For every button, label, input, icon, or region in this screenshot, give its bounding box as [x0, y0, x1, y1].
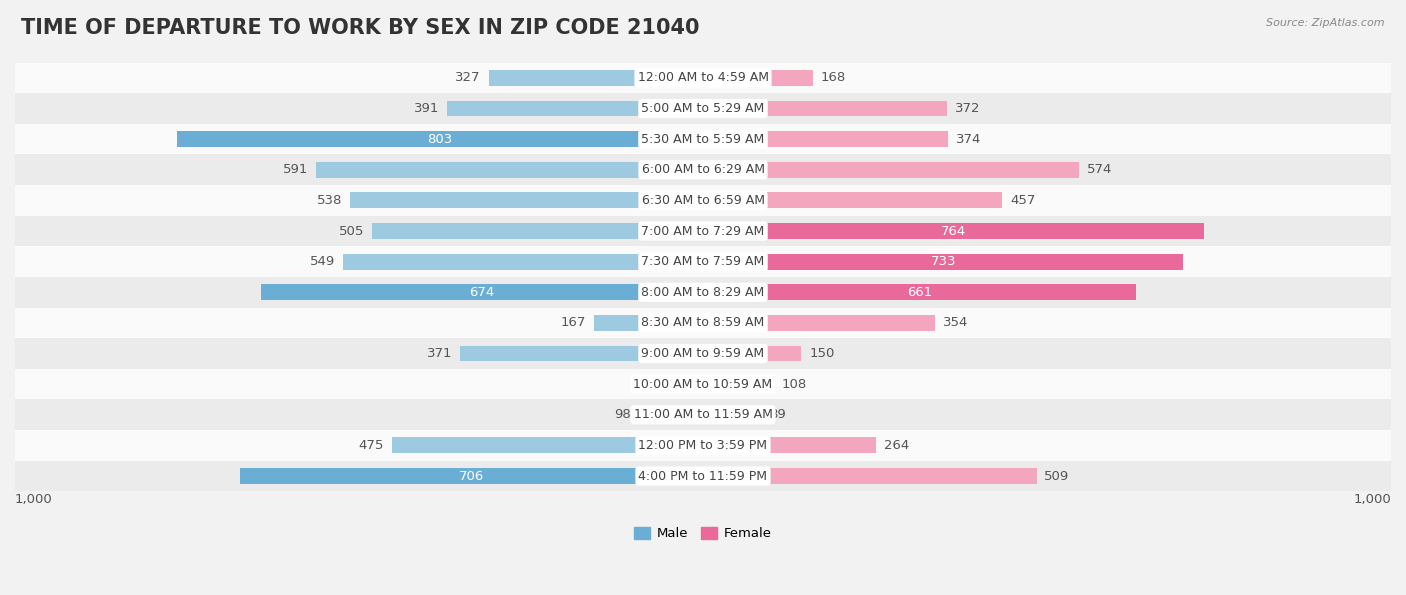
Text: 8:30 AM to 8:59 AM: 8:30 AM to 8:59 AM	[641, 317, 765, 330]
Bar	[703, 376, 773, 392]
Text: 8:00 AM to 8:29 AM: 8:00 AM to 8:29 AM	[641, 286, 765, 299]
Bar	[240, 468, 703, 484]
Text: 509: 509	[1045, 469, 1070, 483]
Text: 391: 391	[413, 102, 439, 115]
Bar	[703, 346, 801, 362]
Text: 108: 108	[782, 378, 807, 391]
Text: 327: 327	[456, 71, 481, 84]
Bar	[350, 192, 703, 208]
Bar	[703, 131, 948, 147]
Bar	[703, 437, 876, 453]
Bar	[0, 399, 1406, 430]
Bar	[703, 407, 761, 422]
Bar	[0, 246, 1406, 277]
Text: 264: 264	[884, 439, 910, 452]
Bar	[343, 253, 703, 270]
Bar	[686, 376, 703, 392]
Text: 12:00 PM to 3:59 PM: 12:00 PM to 3:59 PM	[638, 439, 768, 452]
Text: 5:00 AM to 5:29 AM: 5:00 AM to 5:29 AM	[641, 102, 765, 115]
Bar	[703, 192, 1002, 208]
Text: 5:30 AM to 5:59 AM: 5:30 AM to 5:59 AM	[641, 133, 765, 146]
Bar	[0, 461, 1406, 491]
Bar	[373, 223, 703, 239]
Bar	[0, 338, 1406, 369]
Bar	[703, 70, 813, 86]
Text: 98: 98	[614, 408, 631, 421]
Text: 150: 150	[808, 347, 835, 360]
Bar	[489, 70, 703, 86]
Legend: Male, Female: Male, Female	[634, 527, 772, 540]
Bar	[0, 430, 1406, 461]
Bar	[0, 369, 1406, 399]
Bar	[0, 308, 1406, 338]
Text: 803: 803	[427, 133, 453, 146]
Text: 89: 89	[769, 408, 786, 421]
Bar	[392, 437, 703, 453]
Bar	[262, 284, 703, 300]
Text: 374: 374	[956, 133, 981, 146]
Text: 7:00 AM to 7:29 AM: 7:00 AM to 7:29 AM	[641, 224, 765, 237]
Text: 591: 591	[283, 163, 308, 176]
Text: 538: 538	[318, 194, 343, 207]
Bar	[703, 284, 1136, 300]
Text: 6:00 AM to 6:29 AM: 6:00 AM to 6:29 AM	[641, 163, 765, 176]
Bar	[0, 93, 1406, 124]
Text: 354: 354	[943, 317, 969, 330]
Text: 371: 371	[426, 347, 453, 360]
Text: 549: 549	[311, 255, 336, 268]
Bar	[703, 253, 1184, 270]
Text: 12:00 AM to 4:59 AM: 12:00 AM to 4:59 AM	[637, 71, 769, 84]
Bar	[0, 277, 1406, 308]
Text: 505: 505	[339, 224, 364, 237]
Bar	[460, 346, 703, 362]
Bar	[0, 185, 1406, 216]
Text: 11:00 AM to 11:59 AM: 11:00 AM to 11:59 AM	[634, 408, 772, 421]
Bar	[703, 101, 946, 117]
Bar	[0, 124, 1406, 155]
Text: 7:30 AM to 7:59 AM: 7:30 AM to 7:59 AM	[641, 255, 765, 268]
Text: 574: 574	[1087, 163, 1112, 176]
Bar	[593, 315, 703, 331]
Text: 167: 167	[561, 317, 586, 330]
Bar	[0, 62, 1406, 93]
Text: 457: 457	[1011, 194, 1036, 207]
Text: 168: 168	[821, 71, 846, 84]
Text: TIME OF DEPARTURE TO WORK BY SEX IN ZIP CODE 21040: TIME OF DEPARTURE TO WORK BY SEX IN ZIP …	[21, 18, 700, 38]
Text: 372: 372	[955, 102, 980, 115]
Text: Source: ZipAtlas.com: Source: ZipAtlas.com	[1267, 18, 1385, 28]
Bar	[703, 468, 1036, 484]
Text: 10:00 AM to 10:59 AM: 10:00 AM to 10:59 AM	[634, 378, 772, 391]
Text: 661: 661	[907, 286, 932, 299]
Text: 4:00 PM to 11:59 PM: 4:00 PM to 11:59 PM	[638, 469, 768, 483]
Bar	[177, 131, 703, 147]
Bar	[703, 223, 1204, 239]
Bar	[316, 162, 703, 178]
Text: 9:00 AM to 9:59 AM: 9:00 AM to 9:59 AM	[641, 347, 765, 360]
Bar	[0, 216, 1406, 246]
Text: 1,000: 1,000	[15, 493, 53, 506]
Text: 733: 733	[931, 255, 956, 268]
Text: 764: 764	[941, 224, 966, 237]
Text: 475: 475	[359, 439, 384, 452]
Text: 1,000: 1,000	[1353, 493, 1391, 506]
Text: 25: 25	[662, 378, 679, 391]
Text: 674: 674	[470, 286, 495, 299]
Bar	[447, 101, 703, 117]
Bar	[0, 155, 1406, 185]
Bar	[703, 315, 935, 331]
Bar	[703, 162, 1080, 178]
Bar	[638, 407, 703, 422]
Text: 6:30 AM to 6:59 AM: 6:30 AM to 6:59 AM	[641, 194, 765, 207]
Text: 706: 706	[460, 469, 484, 483]
